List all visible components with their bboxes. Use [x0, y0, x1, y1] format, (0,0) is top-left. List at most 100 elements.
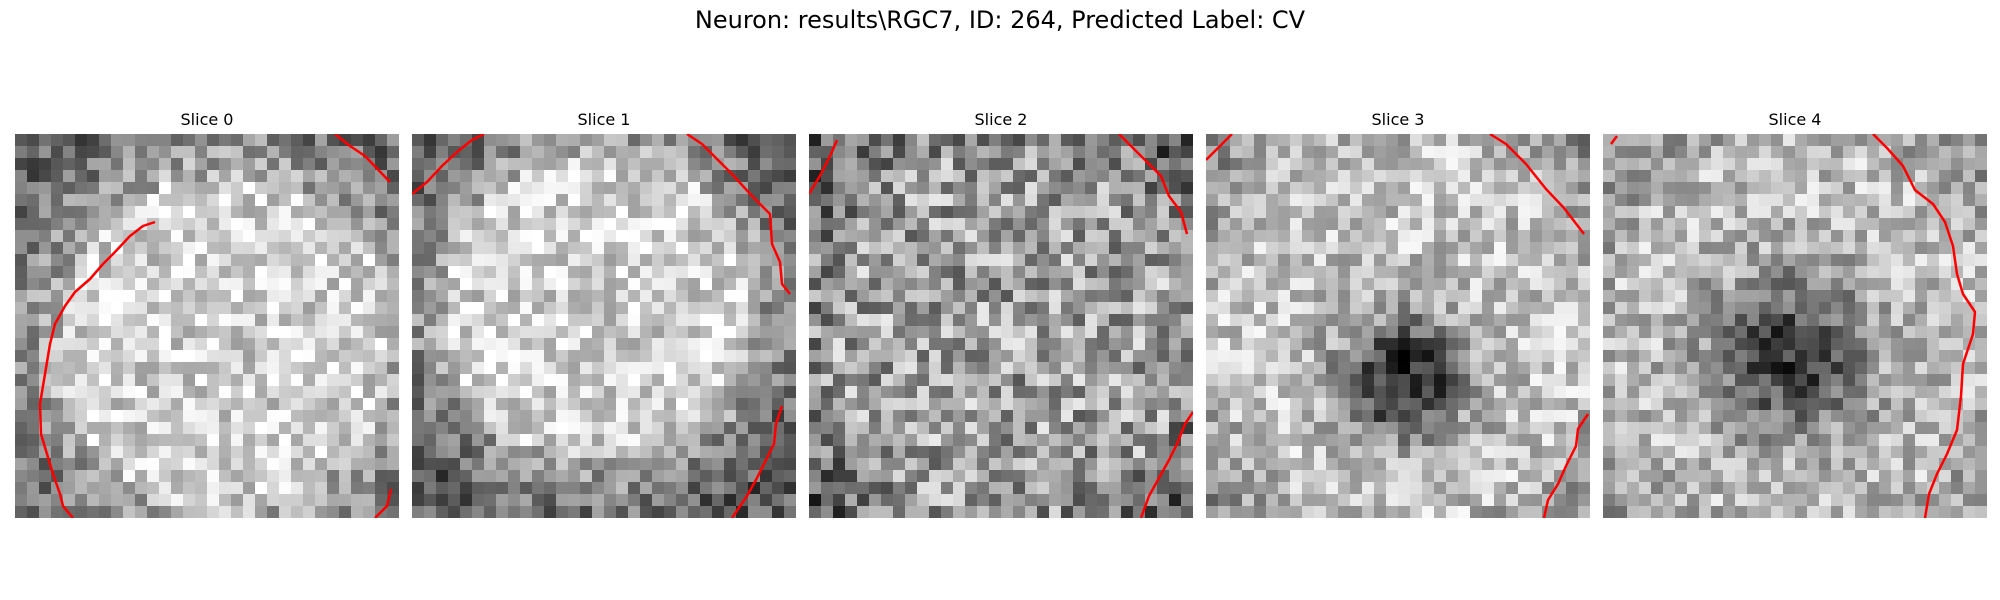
image-pixel	[1807, 386, 1820, 399]
image-pixel	[929, 350, 942, 363]
image-pixel	[267, 494, 280, 507]
image-pixel	[39, 482, 52, 495]
image-pixel	[652, 230, 665, 243]
image-pixel	[111, 470, 124, 483]
image-pixel	[1458, 506, 1471, 518]
image-pixel	[303, 386, 316, 399]
image-pixel	[279, 182, 292, 195]
image-pixel	[760, 506, 773, 518]
image-pixel	[1410, 278, 1423, 291]
image-pixel	[1494, 314, 1507, 327]
image-pixel	[63, 254, 76, 267]
image-pixel	[1867, 326, 1880, 339]
image-pixel	[568, 218, 581, 231]
image-pixel	[917, 290, 930, 303]
image-pixel	[676, 278, 689, 291]
image-pixel	[592, 146, 605, 159]
image-pixel	[1254, 374, 1267, 387]
image-pixel	[123, 266, 136, 279]
image-pixel	[1915, 218, 1928, 231]
image-pixel	[941, 302, 954, 315]
image-pixel	[448, 242, 461, 255]
image-pixel	[1819, 278, 1832, 291]
image-pixel	[39, 170, 52, 183]
image-pixel	[195, 470, 208, 483]
image-pixel	[424, 446, 437, 459]
image-pixel	[688, 218, 701, 231]
image-pixel	[1157, 506, 1170, 518]
image-pixel	[1542, 278, 1555, 291]
image-pixel	[1097, 158, 1110, 171]
image-pixel	[171, 362, 184, 375]
image-pixel	[39, 242, 52, 255]
image-pixel	[1206, 158, 1219, 171]
image-pixel	[881, 398, 894, 411]
image-pixel	[1843, 170, 1856, 183]
image-pixel	[1867, 254, 1880, 267]
image-pixel	[1711, 326, 1724, 339]
image-pixel	[147, 434, 160, 447]
image-pixel	[1735, 386, 1748, 399]
image-pixel	[327, 254, 340, 267]
image-pixel	[1963, 242, 1976, 255]
image-pixel	[556, 134, 569, 147]
image-pixel	[87, 182, 100, 195]
image-pixel	[1903, 266, 1916, 279]
image-pixel	[845, 470, 858, 483]
image-pixel	[1001, 410, 1014, 423]
image-pixel	[977, 446, 990, 459]
image-pixel	[496, 494, 509, 507]
image-pixel	[279, 338, 292, 351]
image-pixel	[1699, 446, 1712, 459]
image-pixel	[1230, 314, 1243, 327]
image-pixel	[532, 194, 545, 207]
image-pixel	[1627, 242, 1640, 255]
image-pixel	[351, 194, 364, 207]
image-pixel	[351, 410, 364, 423]
image-pixel	[279, 374, 292, 387]
image-pixel	[448, 290, 461, 303]
image-pixel	[736, 158, 749, 171]
image-pixel	[809, 350, 822, 363]
image-pixel	[1278, 398, 1291, 411]
image-pixel	[580, 470, 593, 483]
image-pixel	[1831, 314, 1844, 327]
image-pixel	[700, 290, 713, 303]
image-pixel	[1242, 482, 1255, 495]
image-pixel	[424, 422, 437, 435]
image-pixel	[1566, 242, 1579, 255]
image-pixel	[1771, 446, 1784, 459]
image-pixel	[989, 482, 1002, 495]
image-pixel	[339, 422, 352, 435]
image-pixel	[1386, 242, 1399, 255]
image-pixel	[1422, 146, 1435, 159]
image-pixel	[1446, 254, 1459, 267]
image-pixel	[159, 482, 172, 495]
image-pixel	[568, 338, 581, 351]
image-pixel	[267, 242, 280, 255]
image-pixel	[1013, 326, 1026, 339]
image-pixel	[941, 134, 954, 147]
image-pixel	[1723, 434, 1736, 447]
image-pixel	[1735, 218, 1748, 231]
image-pixel	[123, 434, 136, 447]
image-pixel	[472, 338, 485, 351]
image-pixel	[700, 146, 713, 159]
image-pixel	[1470, 218, 1483, 231]
image-pixel	[363, 470, 376, 483]
image-pixel	[1494, 302, 1507, 315]
image-pixel	[255, 158, 268, 171]
image-pixel	[1133, 338, 1146, 351]
image-pixel	[977, 434, 990, 447]
image-pixel	[484, 482, 497, 495]
image-pixel	[616, 362, 629, 375]
image-pixel	[833, 254, 846, 267]
image-pixel	[508, 470, 521, 483]
image-pixel	[1266, 350, 1279, 363]
image-pixel	[1109, 146, 1122, 159]
image-pixel	[1687, 374, 1700, 387]
image-pixel	[1603, 266, 1616, 279]
image-pixel	[1302, 446, 1315, 459]
image-pixel	[1290, 134, 1303, 147]
image-pixel	[556, 278, 569, 291]
